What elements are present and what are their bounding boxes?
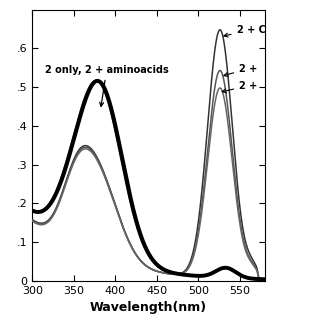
Text: 2 +: 2 + (224, 64, 257, 77)
Text: 2 +: 2 + (222, 81, 257, 93)
Text: 2 + C: 2 + C (224, 25, 266, 37)
Text: 2 only, 2 + aminoacids: 2 only, 2 + aminoacids (45, 65, 169, 106)
X-axis label: Wavelength(nm): Wavelength(nm) (90, 301, 207, 314)
